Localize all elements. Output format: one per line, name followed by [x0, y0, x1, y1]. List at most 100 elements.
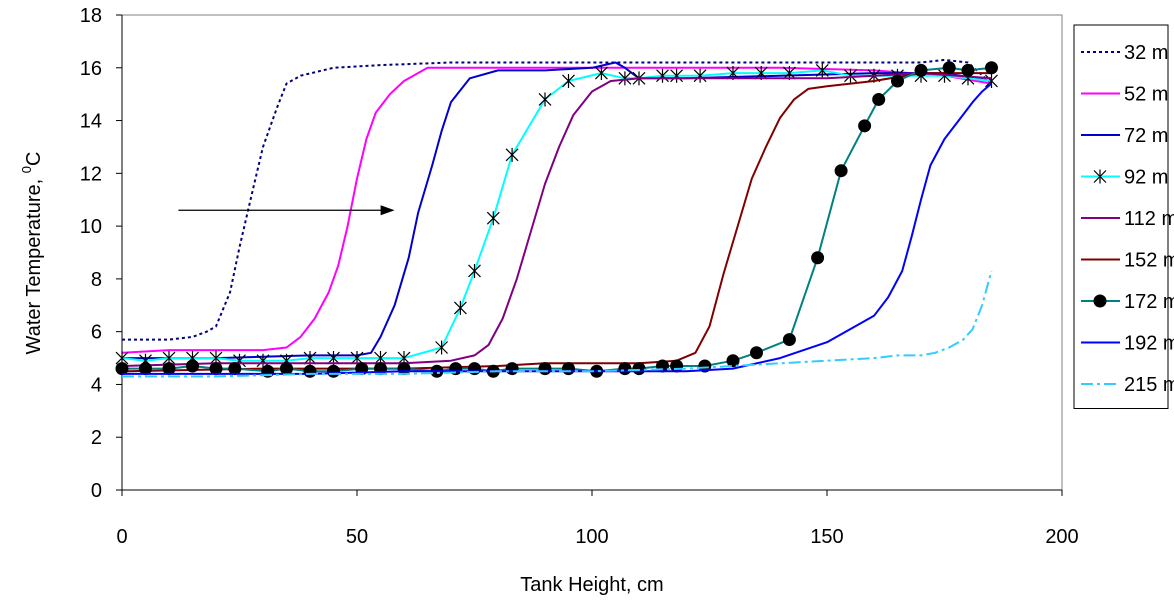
x-tick-label: 200 [1045, 526, 1078, 548]
legend-item-192-m: 192 m [1081, 333, 1174, 355]
data-point-172-m [670, 359, 684, 373]
series-line-52-m [121, 66, 992, 354]
y-axis-title-superscript: 0 [19, 166, 34, 173]
data-point-172-m [303, 364, 317, 378]
data-point-92-m [693, 68, 707, 83]
legend-item-172-m: 172 m [1081, 291, 1174, 313]
data-point-92-m [985, 73, 998, 88]
data-point-172-m [858, 119, 872, 133]
y-axis-title: Water Temperature, 0C [19, 152, 45, 355]
data-point-92-m [256, 353, 270, 368]
x-tick-label: 50 [346, 526, 368, 548]
data-point-172-m [228, 362, 242, 376]
data-point-172-m [632, 362, 646, 376]
data-point-172-m [834, 164, 848, 178]
data-point-92-m [562, 73, 575, 88]
annotation-layer [178, 205, 395, 216]
data-point-172-m [186, 359, 199, 373]
data-point-172-m [942, 61, 956, 75]
legend-marker-92-m [1093, 169, 1107, 184]
data-point-172-m [618, 362, 632, 376]
legend-label-92-m: 92 m [1124, 167, 1168, 189]
data-point-172-m [162, 362, 176, 376]
legend-item-52-m: 52 m [1081, 84, 1168, 106]
y-tick-label: 6 [91, 322, 102, 344]
data-point-92-m [435, 340, 449, 355]
legend-label-72-m: 72 m [1124, 125, 1168, 147]
data-point-92-m [453, 300, 467, 315]
axes [116, 14, 1063, 496]
series-32-m [122, 58, 993, 341]
series-192-m [122, 82, 993, 375]
legend-marker-172-m [1093, 294, 1107, 308]
data-point-172-m [115, 362, 129, 376]
legend-label-152-m: 152 m [1124, 250, 1174, 272]
y-tick-label: 16 [80, 58, 102, 80]
data-point-172-m [562, 362, 575, 376]
data-point-92-m [486, 211, 500, 226]
x-tick-label: 100 [575, 526, 608, 548]
data-point-92-m [468, 263, 481, 278]
data-point-172-m [726, 354, 740, 368]
legend-label-32-m: 32 m [1124, 42, 1168, 64]
x-tick-label: 0 [116, 526, 127, 548]
data-point-172-m [811, 251, 825, 265]
tick-labels: 0 2 4 6 8 10 12 14 16 18 0 50 100 150 200 [80, 5, 1079, 548]
series-line-32-m [122, 58, 993, 341]
series-112-m [121, 72, 992, 367]
y-tick-label: 8 [91, 269, 102, 291]
series-line-192-m [122, 82, 993, 375]
data-point-172-m [538, 362, 552, 376]
y-tick-label: 14 [80, 111, 102, 133]
series-52-m [121, 66, 992, 354]
series-line-112-m [121, 72, 992, 367]
x-tick-label: 150 [810, 526, 843, 548]
data-point-92-m [815, 63, 829, 78]
y-tick-label: 2 [91, 427, 102, 449]
legend-item-92-m: 92 m [1081, 167, 1168, 189]
data-point-172-m [750, 346, 763, 360]
legend-label-192-m: 192 m [1124, 333, 1174, 355]
legend-label-52-m: 52 m [1124, 84, 1168, 106]
data-point-172-m [891, 74, 904, 88]
legend-item-112-m: 112 m [1081, 208, 1174, 230]
y-axis-title-main: Water Temperature, [23, 173, 45, 354]
legend-item-32-m: 32 m [1081, 42, 1168, 64]
data-point-172-m [985, 61, 998, 75]
legend: 32 m 52 m 72 m 92 m 112 m 152 m 172 m 192 m 215 … [1073, 24, 1174, 409]
data-point-172-m [872, 92, 886, 106]
legend-item-215-m: 215 m [1081, 374, 1174, 396]
legend-label-215-m: 215 m [1124, 374, 1174, 396]
data-point-172-m [961, 63, 975, 77]
data-point-172-m [914, 63, 928, 77]
data-point-92-m [844, 68, 857, 83]
data-point-92-m [505, 147, 519, 162]
data-point-172-m [280, 362, 293, 376]
data-point-92-m [618, 71, 632, 86]
legend-label-172-m: 172 m [1124, 291, 1174, 313]
data-point-92-m [656, 68, 669, 83]
x-axis-title: Tank Height, cm [520, 574, 663, 596]
y-axis-title-unit: C [23, 152, 45, 166]
data-point-172-m [698, 359, 712, 373]
y-tick-label: 10 [80, 216, 102, 238]
data-point-172-m [782, 333, 796, 347]
series-layer [115, 58, 998, 378]
data-point-172-m [505, 362, 519, 376]
data-point-92-m [538, 92, 552, 107]
legend-box [1073, 24, 1169, 409]
data-point-92-m [594, 66, 608, 81]
legend-item-72-m: 72 m [1081, 125, 1168, 147]
legend-label-112-m: 112 m [1124, 208, 1174, 230]
y-tick-label: 4 [91, 374, 102, 396]
data-point-172-m [139, 362, 152, 376]
data-point-92-m [670, 68, 684, 83]
data-point-172-m [327, 364, 340, 378]
annotation-arrow-head [380, 205, 395, 216]
data-point-172-m [209, 362, 223, 376]
y-tick-label: 18 [80, 5, 102, 27]
legend-item-152-m: 152 m [1081, 250, 1174, 272]
y-tick-label: 0 [91, 480, 102, 502]
